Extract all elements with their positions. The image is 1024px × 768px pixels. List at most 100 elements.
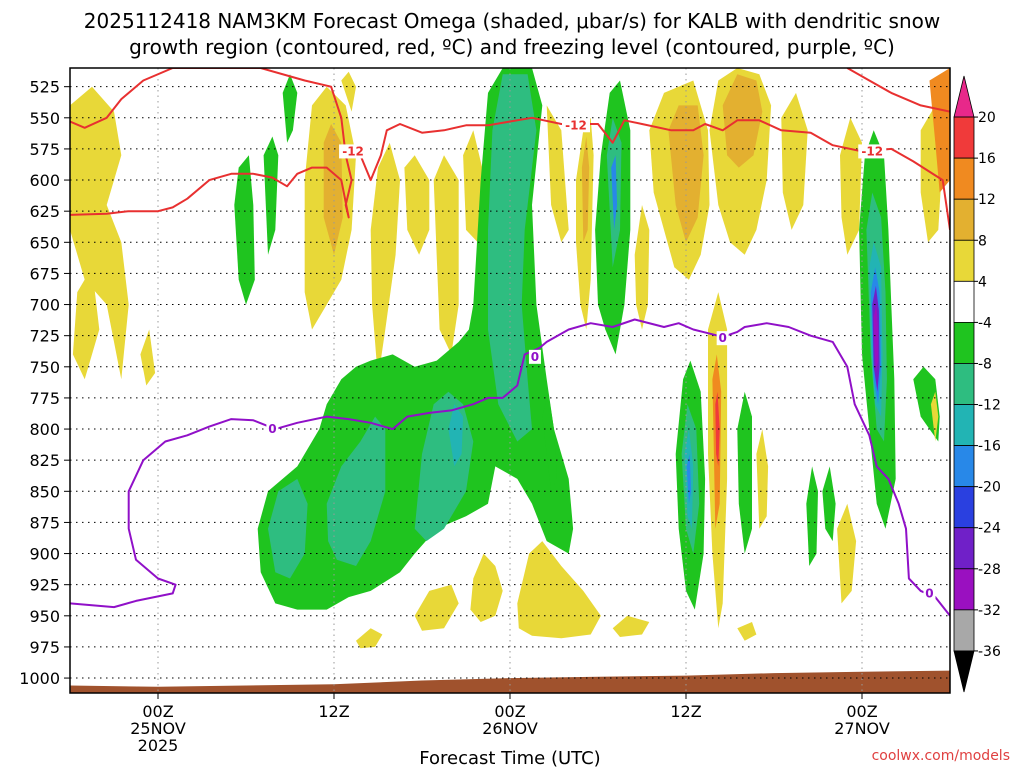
y-tick-label-575: 575 <box>29 140 60 159</box>
colorbar-label-0: 20 <box>978 110 996 126</box>
omega-region-neg-lower-teal-a <box>268 478 308 579</box>
x-axis-label: Forecast Time (UTC) <box>419 748 600 768</box>
y-tick-label-650: 650 <box>29 233 60 252</box>
contour-label-5: 0 <box>718 331 726 345</box>
colorbar-label-7: -12 <box>978 398 1001 414</box>
dgz-minus12-contour <box>70 68 353 219</box>
x-tick-label-0-2: 2025 <box>138 736 179 755</box>
y-tick-label-900: 900 <box>29 545 60 564</box>
y-tick-label-700: 700 <box>29 296 60 315</box>
contour-label-2: -12 <box>861 144 883 158</box>
colorbar-bin-5 <box>953 280 975 323</box>
contour-label-bg <box>528 349 541 364</box>
colorbar-bin-8 <box>953 404 975 446</box>
omega-region-neg-col-39 <box>737 391 752 554</box>
colorbar-bin-top <box>953 75 975 118</box>
colorbar-label-10: -24 <box>978 521 1001 537</box>
contour-label-6: 0 <box>925 586 933 600</box>
colorbar-label-6: -8 <box>978 356 992 372</box>
colorbar-bin-7 <box>953 363 975 405</box>
colorbar-label-4: 4 <box>978 274 987 290</box>
contour-label-4: 0 <box>531 350 539 364</box>
omega-region-pos-col-43 <box>781 92 808 230</box>
omega-region-pos-left-low <box>140 329 156 386</box>
colorbar-bin-4 <box>953 239 975 282</box>
colorbar-bin-3 <box>953 198 975 241</box>
chart-title-line2: growth region (contoured, red, ºC) and f… <box>129 35 895 59</box>
x-tick-label-12-0: 12Z <box>318 702 349 721</box>
omega-region-neg-right-col <box>542 391 557 492</box>
omega-region-pos-right-top-orange <box>929 68 950 193</box>
omega-region-neg-col-9 <box>263 136 279 255</box>
contour-label-3: 0 <box>268 422 276 436</box>
colorbar-bin-bottom <box>953 650 975 693</box>
colorbar-label-2: 12 <box>978 192 996 208</box>
watermark: coolwx.com/models <box>872 748 1010 764</box>
omega-region-pos-col-47 <box>840 117 862 255</box>
omega-region-pos-col-19 <box>433 155 459 355</box>
omega-region-pos-left-top <box>70 86 129 380</box>
omega-region-pos-col-25 <box>546 105 569 243</box>
y-tick-label-625: 625 <box>29 202 60 221</box>
colorbar-bin-10 <box>953 486 975 529</box>
y-tick-label-850: 850 <box>29 482 60 501</box>
omega-region-pos-low-blob-4 <box>612 615 650 637</box>
omega-region-neg-col-49-violet <box>873 304 879 373</box>
omega-region-pos-low-blob-3 <box>414 584 459 631</box>
colorbar: 20 16 12 8 4 -4 -8 -12 -16 -20 -24 -28 -32 -36 <box>953 75 1001 693</box>
contour-label-bg <box>716 331 729 346</box>
dgz-minus12-right <box>846 68 950 113</box>
x-tick-label-0-0: 00Z <box>142 702 173 721</box>
colorbar-label-5: -4 <box>978 315 992 331</box>
omega-region-neg-col-30-blue <box>611 155 618 230</box>
colorbar-bin-11 <box>953 527 975 570</box>
omega-region-pos-col-37-low-red <box>715 391 720 467</box>
omega-region-pos-low-blob-5 <box>356 628 383 649</box>
colorbar-label-13: -36 <box>978 644 1001 660</box>
omega-region-neg-center-teal <box>488 74 537 442</box>
omega-region-pos-col-33 <box>634 205 650 330</box>
omega-region-neg-col-8 <box>234 155 255 305</box>
colorbar-bin-6 <box>953 321 975 364</box>
omega-region-neg-col-9b <box>282 74 298 143</box>
y-tick-label-675: 675 <box>29 264 60 283</box>
y-tick-label-550: 550 <box>29 109 60 128</box>
contour-label-bg <box>339 144 368 159</box>
omega-region-pos-col-52 <box>930 391 939 442</box>
y-tick-label-725: 725 <box>29 327 60 346</box>
omega-region-pos-low-blob-6 <box>737 622 757 641</box>
contour-label-1: -12 <box>565 118 587 132</box>
colorbar-label-3: 8 <box>978 233 987 249</box>
chart-title-line1: 2025112418 NAM3KM Forecast Omega (shaded… <box>84 9 940 33</box>
x-tick-label-24-0: 00Z <box>494 702 525 721</box>
colorbar-label-12: -32 <box>978 603 1001 619</box>
omega-region-neg-col-36-blue <box>686 454 692 504</box>
omega-region-pos-col-17 <box>404 155 430 255</box>
colorbar-label-8: -16 <box>978 439 1001 455</box>
omega-region-pos-col-47-low <box>837 503 857 604</box>
contour-label-bg <box>923 586 936 601</box>
x-tick-label-0-1: 25NOV <box>130 719 186 738</box>
y-tick-label-925: 925 <box>29 576 60 595</box>
gridlines <box>70 68 950 693</box>
colorbar-label-1: 16 <box>978 151 996 167</box>
surface-terrain <box>70 670 950 693</box>
contour-layer <box>70 68 950 617</box>
x-tick-label-48-0: 00Z <box>846 702 877 721</box>
omega-region-pos-low-blob-1 <box>470 553 503 622</box>
contour-label-bg <box>858 144 887 159</box>
y-tick-label-775: 775 <box>29 389 60 408</box>
plot-area: -12 -12 -12 0 0 0 0 <box>70 68 950 693</box>
y-tick-label-600: 600 <box>29 171 60 190</box>
omega-region-pos-col-12-high <box>341 71 356 112</box>
omega-region-neg-col-44 <box>806 466 818 566</box>
contour-label-bg <box>266 422 279 437</box>
omega-region-neg-lower-cyan <box>448 404 464 467</box>
colorbar-bin-9 <box>953 445 975 488</box>
omega-region-neg-lower-teal-b <box>326 416 386 566</box>
freezing-level-contour <box>70 318 950 617</box>
omega-region-pos-col-15 <box>370 142 400 380</box>
colorbar-label-9: -20 <box>978 480 1001 496</box>
